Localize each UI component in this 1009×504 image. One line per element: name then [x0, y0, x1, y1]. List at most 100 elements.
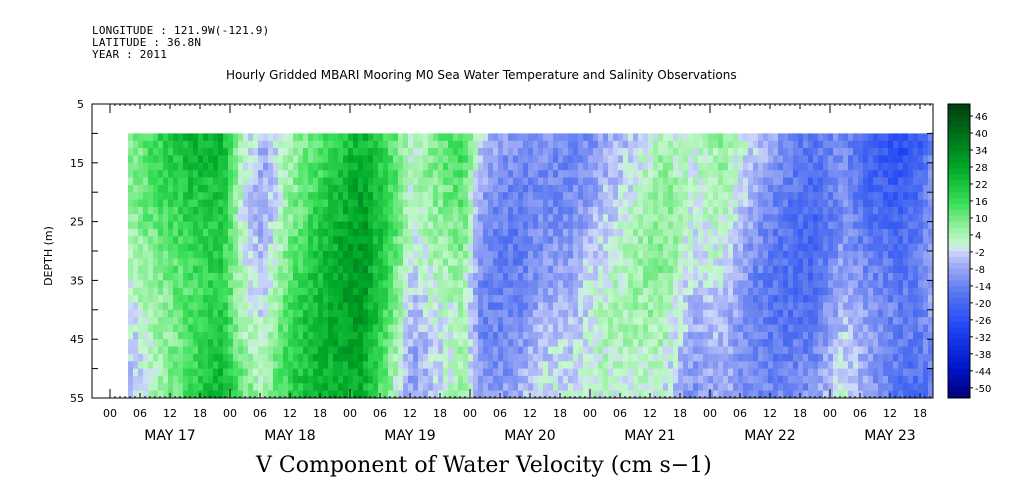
colorbar-segment — [948, 133, 970, 140]
colorbar-segment — [948, 221, 970, 228]
colorbar-segment — [948, 156, 970, 164]
x-hour-label: 12 — [283, 407, 297, 420]
x-hour-label: 12 — [643, 407, 657, 420]
colorbar-label: 46 — [975, 112, 988, 123]
x-hour-label: 00 — [823, 407, 837, 420]
x-hour-label: 12 — [403, 407, 417, 420]
colorbar-label: -2 — [975, 248, 985, 259]
colorbar-segment — [948, 227, 970, 234]
x-hour-label: 18 — [673, 407, 687, 420]
x-hour-label: 00 — [463, 407, 477, 420]
colorbar-segment — [948, 174, 970, 181]
colorbar-segment — [948, 215, 970, 222]
x-axis-title: V Component of Water Velocity (cm s−1) — [256, 453, 712, 478]
x-day-label: MAY 17 — [144, 428, 195, 444]
x-hour-label: 06 — [853, 407, 867, 420]
x-hour-label: 18 — [313, 407, 327, 420]
x-hour-label: 18 — [793, 407, 807, 420]
colorbar-segment — [948, 239, 970, 246]
y-tick-label: 35 — [70, 274, 84, 287]
x-hour-label: 18 — [433, 407, 447, 420]
colorbar-label: -44 — [975, 367, 991, 378]
x-hour-label: 18 — [193, 407, 207, 420]
colorbar-segment — [948, 198, 970, 205]
colorbar-segment — [948, 327, 970, 334]
x-hour-label: 06 — [613, 407, 627, 420]
x-hour-label: 06 — [373, 407, 387, 420]
colorbar-segment — [948, 339, 970, 346]
colorbar-segment — [948, 139, 970, 146]
longitude-label: LONGITUDE : 121.9W(-121.9) — [92, 24, 270, 37]
colorbar-segment — [948, 192, 970, 199]
colorbar-label: 22 — [975, 180, 988, 191]
x-hour-label: 00 — [223, 407, 237, 420]
colorbar-segment — [948, 268, 970, 275]
colorbar-segment — [948, 362, 970, 369]
colorbar-segment — [948, 321, 970, 328]
x-hour-labels: 00 06 12 18 00 06 12 18 00 06 12 18 00 06 12 18 00 06 12 18… — [103, 407, 927, 420]
colorbar-label: -38 — [975, 350, 991, 361]
x-hour-label: 00 — [343, 407, 357, 420]
colorbar-label: 10 — [975, 214, 988, 225]
colorbar-segment — [948, 345, 970, 352]
y-tick-label: 15 — [70, 157, 84, 170]
x-day-label: MAY 19 — [384, 428, 435, 444]
x-day-label: MAY 21 — [624, 428, 675, 444]
colorbar-label: -32 — [975, 333, 991, 344]
x-hour-label: 00 — [583, 407, 597, 420]
colorbar-label: -50 — [975, 384, 991, 395]
colorbar-segment — [948, 286, 970, 293]
y-tick-label: 25 — [70, 216, 84, 229]
x-hour-label: 18 — [913, 407, 927, 420]
colorbar-segment — [948, 233, 970, 240]
colorbar-segment — [948, 115, 970, 123]
x-hour-label: 12 — [883, 407, 897, 420]
colorbar-segment — [948, 350, 970, 358]
colorbar-segment — [948, 245, 970, 252]
colorbar-label: 34 — [975, 146, 988, 157]
colorbar-label: 40 — [975, 129, 988, 140]
x-day-labels: MAY 17 MAY 18 MAY 19 MAY 20 MAY 21 MAY 22 MAY … — [144, 428, 915, 444]
y-tick-label: 55 — [70, 392, 84, 405]
colorbar-segment — [948, 251, 970, 258]
colorbar-labels: 46 40 34 28 22 16 10 4 -2 -8 -14 -20 -26 -32 -38 -44 -50 — [970, 112, 991, 395]
colorbar-label: 28 — [975, 163, 988, 174]
x-hour-label: 06 — [733, 407, 747, 420]
colorbar-segment — [948, 127, 970, 134]
heatmap-field — [128, 133, 933, 398]
colorbar-segment — [948, 333, 970, 340]
colorbar-segment — [948, 309, 970, 317]
colorbar-segment — [948, 298, 970, 305]
x-hour-label: 18 — [553, 407, 567, 420]
year-label: YEAR : 2011 — [92, 48, 168, 61]
colorbar-segment — [948, 274, 970, 281]
colorbar-segment — [948, 121, 970, 128]
colorbar-segment — [948, 151, 970, 158]
x-day-label: MAY 23 — [864, 428, 915, 444]
colorbar-segment — [948, 374, 970, 381]
axis-ticks — [92, 103, 933, 399]
colorbar-segment — [948, 168, 970, 175]
colorbar-segment — [948, 315, 970, 322]
colorbar-segment — [948, 104, 970, 111]
colorbar-segment — [948, 280, 970, 287]
x-hour-label: 00 — [103, 407, 117, 420]
x-hour-label: 06 — [253, 407, 267, 420]
x-hour-label: 12 — [763, 407, 777, 420]
chart-title: Hourly Gridded MBARI Mooring M0 Sea Wate… — [226, 68, 737, 82]
x-hour-label: 00 — [703, 407, 717, 420]
colorbar-segment — [948, 180, 970, 187]
colorbar-label: -14 — [975, 282, 991, 293]
y-tick-label: 45 — [70, 333, 84, 346]
colorbar-segment — [948, 203, 970, 211]
colorbar — [947, 103, 971, 399]
y-tick-label: 5 — [77, 98, 84, 111]
x-day-label: MAY 20 — [504, 428, 555, 444]
colorbar-label: -20 — [975, 299, 991, 310]
colorbar-segment — [948, 303, 970, 311]
colorbar-segment — [948, 386, 970, 393]
colorbar-segment — [948, 256, 970, 264]
colorbar-label: 16 — [975, 197, 988, 208]
x-hour-label: 06 — [493, 407, 507, 420]
